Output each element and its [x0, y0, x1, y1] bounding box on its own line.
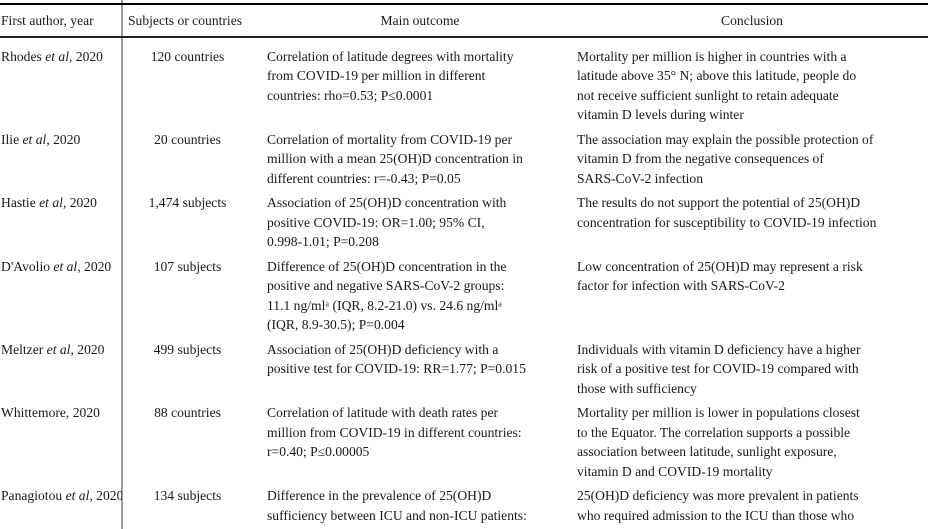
table-row: Rhodes et al, 2020 120 countries Correla… — [0, 38, 928, 130]
cell-conclusion: Low concentration of 25(OH)D may represe… — [577, 258, 863, 294]
author-name: D'Avolio — [1, 258, 54, 274]
table-row: Whittemore, 2020 88 countries Correlatio… — [0, 403, 928, 486]
author-et-al: et al — [46, 341, 71, 357]
cell-conclusion: 25(OH)D deficiency was more prevalent in… — [577, 488, 859, 523]
cell-conclusion: Mortality per million is higher in count… — [577, 48, 857, 123]
author-name: Rhodes — [1, 48, 46, 64]
author-et-al: et al — [53, 258, 78, 274]
cell-subjects: 1,474 subjects — [148, 195, 227, 210]
cell-author: Ilie et al, 2020 — [0, 130, 122, 189]
author-et-al: et al — [22, 131, 47, 147]
cell-outcome: Association of 25(OH)D deficiency with a… — [267, 341, 526, 377]
author-year: , 2020 — [62, 195, 97, 210]
table-row: Hastie et al, 2020 1,474 subjects Associ… — [0, 193, 928, 257]
cell-subjects: 88 countries — [154, 405, 221, 420]
cell-author: Hastie et al, 2020 — [0, 193, 122, 252]
cell-author: Panagiotou et al, 2020 — [0, 486, 122, 525]
author-et-al: et al — [39, 195, 63, 210]
cell-outcome: Association of 25(OH)D concentration wit… — [267, 195, 507, 249]
cell-conclusion: Mortality per million is lower in popula… — [577, 405, 860, 479]
column-divider-line — [121, 0, 123, 529]
author-year: , 2020 — [46, 131, 81, 147]
cell-subjects: 499 subjects — [153, 341, 222, 357]
table-header-rule — [0, 36, 928, 38]
table-row: Meltzer et al, 2020 499 subjects Associa… — [0, 340, 928, 404]
cell-subjects: 134 subjects — [153, 488, 222, 503]
cell-author: Meltzer et al, 2020 — [0, 340, 122, 399]
cell-subjects: 20 countries — [154, 131, 221, 147]
cell-author: Rhodes et al, 2020 — [0, 47, 122, 125]
cell-outcome: Correlation of mortality from COVID-19 p… — [267, 131, 523, 186]
cell-conclusion: The results do not support the potential… — [577, 195, 877, 230]
author-et-al: et al — [45, 48, 69, 64]
cell-outcome: Difference of 25(OH)D concentration in t… — [267, 258, 507, 333]
cell-outcome: Correlation of latitude with death rates… — [267, 405, 522, 459]
study-summary-table: First author, year Subjects or countries… — [0, 3, 928, 529]
column-header-conclusion: Conclusion — [721, 12, 783, 28]
table-row: D'Avolio et al, 2020 107 subjects Differ… — [0, 257, 928, 340]
author-year: , 2020 — [89, 488, 122, 503]
author-year: , 2020 — [77, 258, 112, 274]
author-name: Whittemore, 2020 — [1, 405, 100, 420]
author-year: , 2020 — [68, 48, 103, 64]
table-row: Ilie et al, 2020 20 countries Correlatio… — [0, 130, 928, 194]
table-row: Panagiotou et al, 2020 134 subjects Diff… — [0, 486, 928, 529]
table-top-rule — [0, 3, 928, 5]
cell-subjects: 120 countries — [150, 48, 225, 64]
column-header-main-outcome: Main outcome — [380, 12, 460, 28]
author-name: Ilie — [1, 131, 23, 147]
author-name: Meltzer — [1, 341, 47, 357]
column-header-first-author: First author, year — [1, 12, 94, 28]
cell-conclusion: The association may explain the possible… — [577, 131, 874, 186]
table-header-row: First author, year Subjects or countries… — [0, 5, 928, 36]
cell-subjects: 107 subjects — [153, 258, 222, 274]
cell-author: D'Avolio et al, 2020 — [0, 257, 122, 335]
cell-author: Whittemore, 2020 — [0, 403, 122, 481]
author-year: , 2020 — [70, 341, 105, 357]
column-header-subjects: Subjects or countries — [128, 12, 243, 28]
cell-outcome: Difference in the prevalence of 25(OH)D … — [267, 488, 527, 523]
author-name: Hastie — [1, 195, 40, 210]
author-et-al: et al — [65, 488, 90, 503]
cell-conclusion: Individuals with vitamin D deficiency ha… — [577, 341, 861, 396]
author-name: Panagiotou — [1, 488, 66, 503]
cell-outcome: Correlation of latitude degrees with mor… — [267, 48, 514, 103]
